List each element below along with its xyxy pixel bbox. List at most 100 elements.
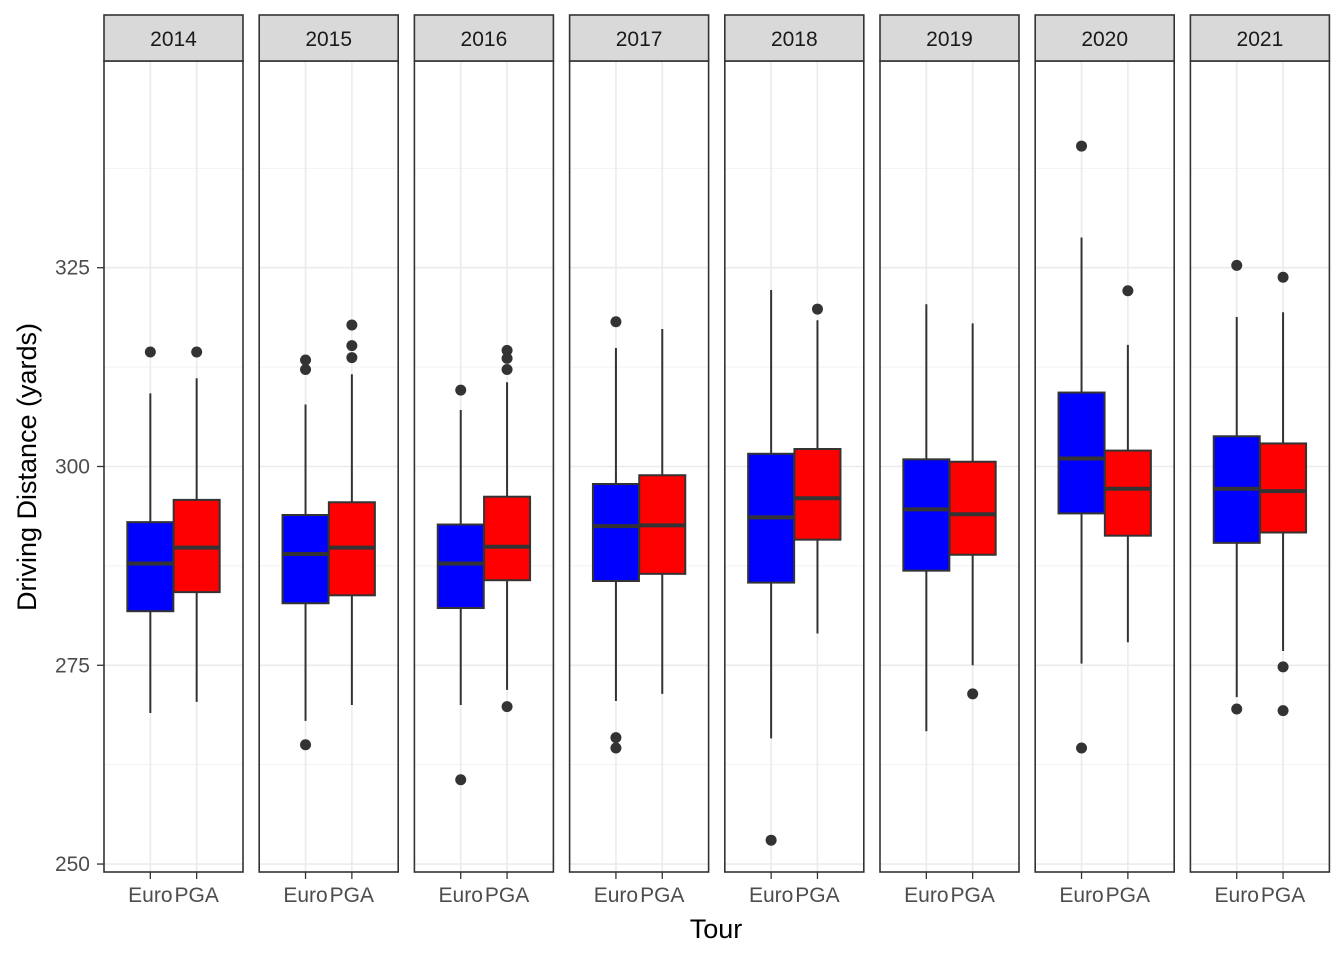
outlier-point: [1076, 140, 1088, 152]
outlier-point: [300, 363, 312, 375]
facet-panel-2015: 2015 Euro PGA: [258, 14, 400, 907]
strip-background: [413, 14, 555, 62]
outlier-point: [1076, 742, 1088, 754]
y-tick-label: 275: [55, 654, 90, 677]
facet-panel-2021: 2021 Euro PGA: [1189, 14, 1331, 907]
box-PGA-2019: [948, 323, 997, 700]
outlier-point: [300, 354, 312, 366]
outlier-point: [967, 688, 979, 700]
strip-background: [1189, 14, 1331, 62]
x-tick-label: Euro: [904, 884, 948, 907]
outlier-point: [610, 316, 622, 328]
strip-label: 2018: [771, 28, 818, 51]
outlier-point: [346, 340, 358, 352]
x-tick-label: PGA: [640, 884, 684, 907]
outlier-point: [300, 739, 312, 751]
outlier-point: [811, 303, 823, 315]
outlier-point: [144, 346, 156, 358]
box-PGA-2015: [327, 319, 376, 706]
box-iqr: [591, 482, 640, 582]
x-axis-title: Tour: [690, 914, 743, 944]
x-tick-label: PGA: [1261, 884, 1305, 907]
outlier-point: [346, 319, 358, 331]
strip-label: 2016: [461, 28, 508, 51]
x-tick-label: PGA: [485, 884, 529, 907]
outlier-point: [501, 701, 513, 713]
x-tick-label: Euro: [439, 884, 483, 907]
box-iqr: [126, 521, 175, 613]
strip-background: [568, 14, 710, 62]
strip-background: [258, 14, 400, 62]
facet-panel-2014: 2014 Euro PGA: [103, 14, 244, 907]
box-iqr: [902, 458, 951, 572]
strip-label: 2021: [1237, 28, 1284, 51]
outlier-point: [501, 352, 513, 364]
strip-background: [103, 14, 244, 62]
strip-background: [1034, 14, 1175, 62]
x-tick-label: PGA: [330, 884, 374, 907]
box-iqr: [793, 448, 842, 541]
box-iqr: [436, 523, 485, 610]
box-PGA-2021: [1259, 271, 1308, 717]
outlier-point: [1122, 285, 1134, 297]
outlier-point: [610, 732, 622, 744]
box-Euro-2016: [436, 384, 485, 786]
facet-panel-2019: 2019 Euro PGA: [879, 14, 1020, 907]
y-axis-title: Driving Distance (yards): [12, 323, 42, 611]
box-PGA-2017: [638, 328, 687, 694]
box-iqr: [1259, 442, 1308, 534]
x-tick-label: Euro: [1059, 884, 1103, 907]
outlier-point: [1231, 259, 1243, 271]
box-Euro-2014: [126, 346, 175, 713]
box-PGA-2020: [1103, 285, 1152, 643]
x-tick-label: PGA: [950, 884, 994, 907]
box-iqr: [1057, 391, 1106, 515]
outlier-point: [501, 344, 513, 356]
y-tick-label: 250: [55, 853, 90, 876]
strip-label: 2015: [305, 28, 352, 51]
strip-label: 2019: [926, 28, 973, 51]
box-Euro-2015: [281, 354, 330, 751]
box-Euro-2017: [591, 316, 640, 754]
strip-label: 2017: [616, 28, 663, 51]
strip-label: 2014: [150, 28, 197, 51]
outlier-point: [1277, 705, 1289, 717]
box-iqr: [281, 514, 330, 605]
box-Euro-2018: [747, 289, 796, 846]
x-tick-label: Euro: [749, 884, 793, 907]
box-iqr: [1103, 449, 1152, 537]
x-tick-label: PGA: [795, 884, 839, 907]
outlier-point: [1277, 661, 1289, 673]
outlier-point: [765, 834, 777, 846]
y-axis: 250 275 300 325: [55, 257, 104, 876]
outlier-point: [501, 363, 513, 375]
y-tick-label: 300: [55, 456, 90, 479]
facet-panel-2018: 2018 Euro PGA: [723, 14, 865, 907]
facet-panel-2017: 2017 Euro PGA: [568, 14, 710, 907]
x-tick-label: PGA: [1106, 884, 1150, 907]
x-tick-label: Euro: [128, 884, 172, 907]
box-Euro-2021: [1212, 259, 1261, 715]
facet-panel-2016: 2016 Euro PGA: [413, 14, 555, 907]
outlier-point: [455, 384, 467, 396]
facet-panel-2020: 2020 Euro PGA: [1034, 14, 1175, 907]
box-Euro-2020: [1057, 140, 1106, 754]
box-iqr: [948, 460, 997, 556]
box-PGA-2014: [172, 346, 221, 702]
x-tick-label: Euro: [594, 884, 638, 907]
outlier-point: [455, 774, 467, 786]
outlier-point: [1277, 271, 1289, 283]
box-PGA-2018: [793, 303, 842, 634]
outlier-point: [191, 346, 203, 358]
y-tick-label: 325: [55, 257, 90, 280]
x-tick-label: PGA: [174, 884, 218, 907]
x-tick-label: Euro: [283, 884, 327, 907]
strip-background: [879, 14, 1020, 62]
box-PGA-2016: [483, 344, 532, 713]
x-tick-label: Euro: [1215, 884, 1259, 907]
outlier-point: [1231, 703, 1243, 715]
outlier-point: [610, 742, 622, 754]
strip-label: 2020: [1081, 28, 1128, 51]
strip-background: [723, 14, 865, 62]
